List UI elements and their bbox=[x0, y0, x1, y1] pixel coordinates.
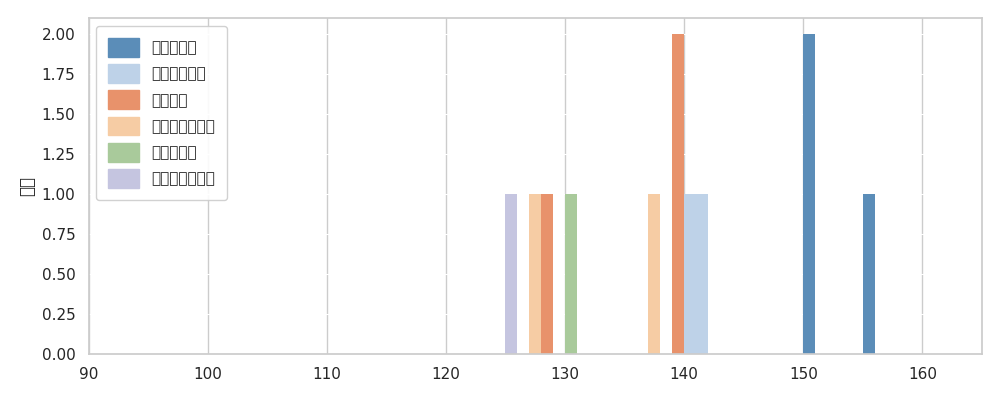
Bar bbox=[672, 34, 684, 354]
Legend: ストレート, カットボール, フォーク, チェンジアップ, スライダー, ナックルカーブ: ストレート, カットボール, フォーク, チェンジアップ, スライダー, ナック… bbox=[96, 26, 227, 200]
Bar bbox=[863, 194, 875, 354]
Bar bbox=[684, 194, 696, 354]
Y-axis label: 球数: 球数 bbox=[18, 176, 36, 196]
Bar bbox=[565, 194, 577, 354]
Bar bbox=[541, 194, 553, 354]
Bar bbox=[803, 34, 815, 354]
Bar bbox=[696, 194, 708, 354]
Bar bbox=[648, 194, 660, 354]
Bar bbox=[505, 194, 517, 354]
Bar bbox=[529, 194, 541, 354]
